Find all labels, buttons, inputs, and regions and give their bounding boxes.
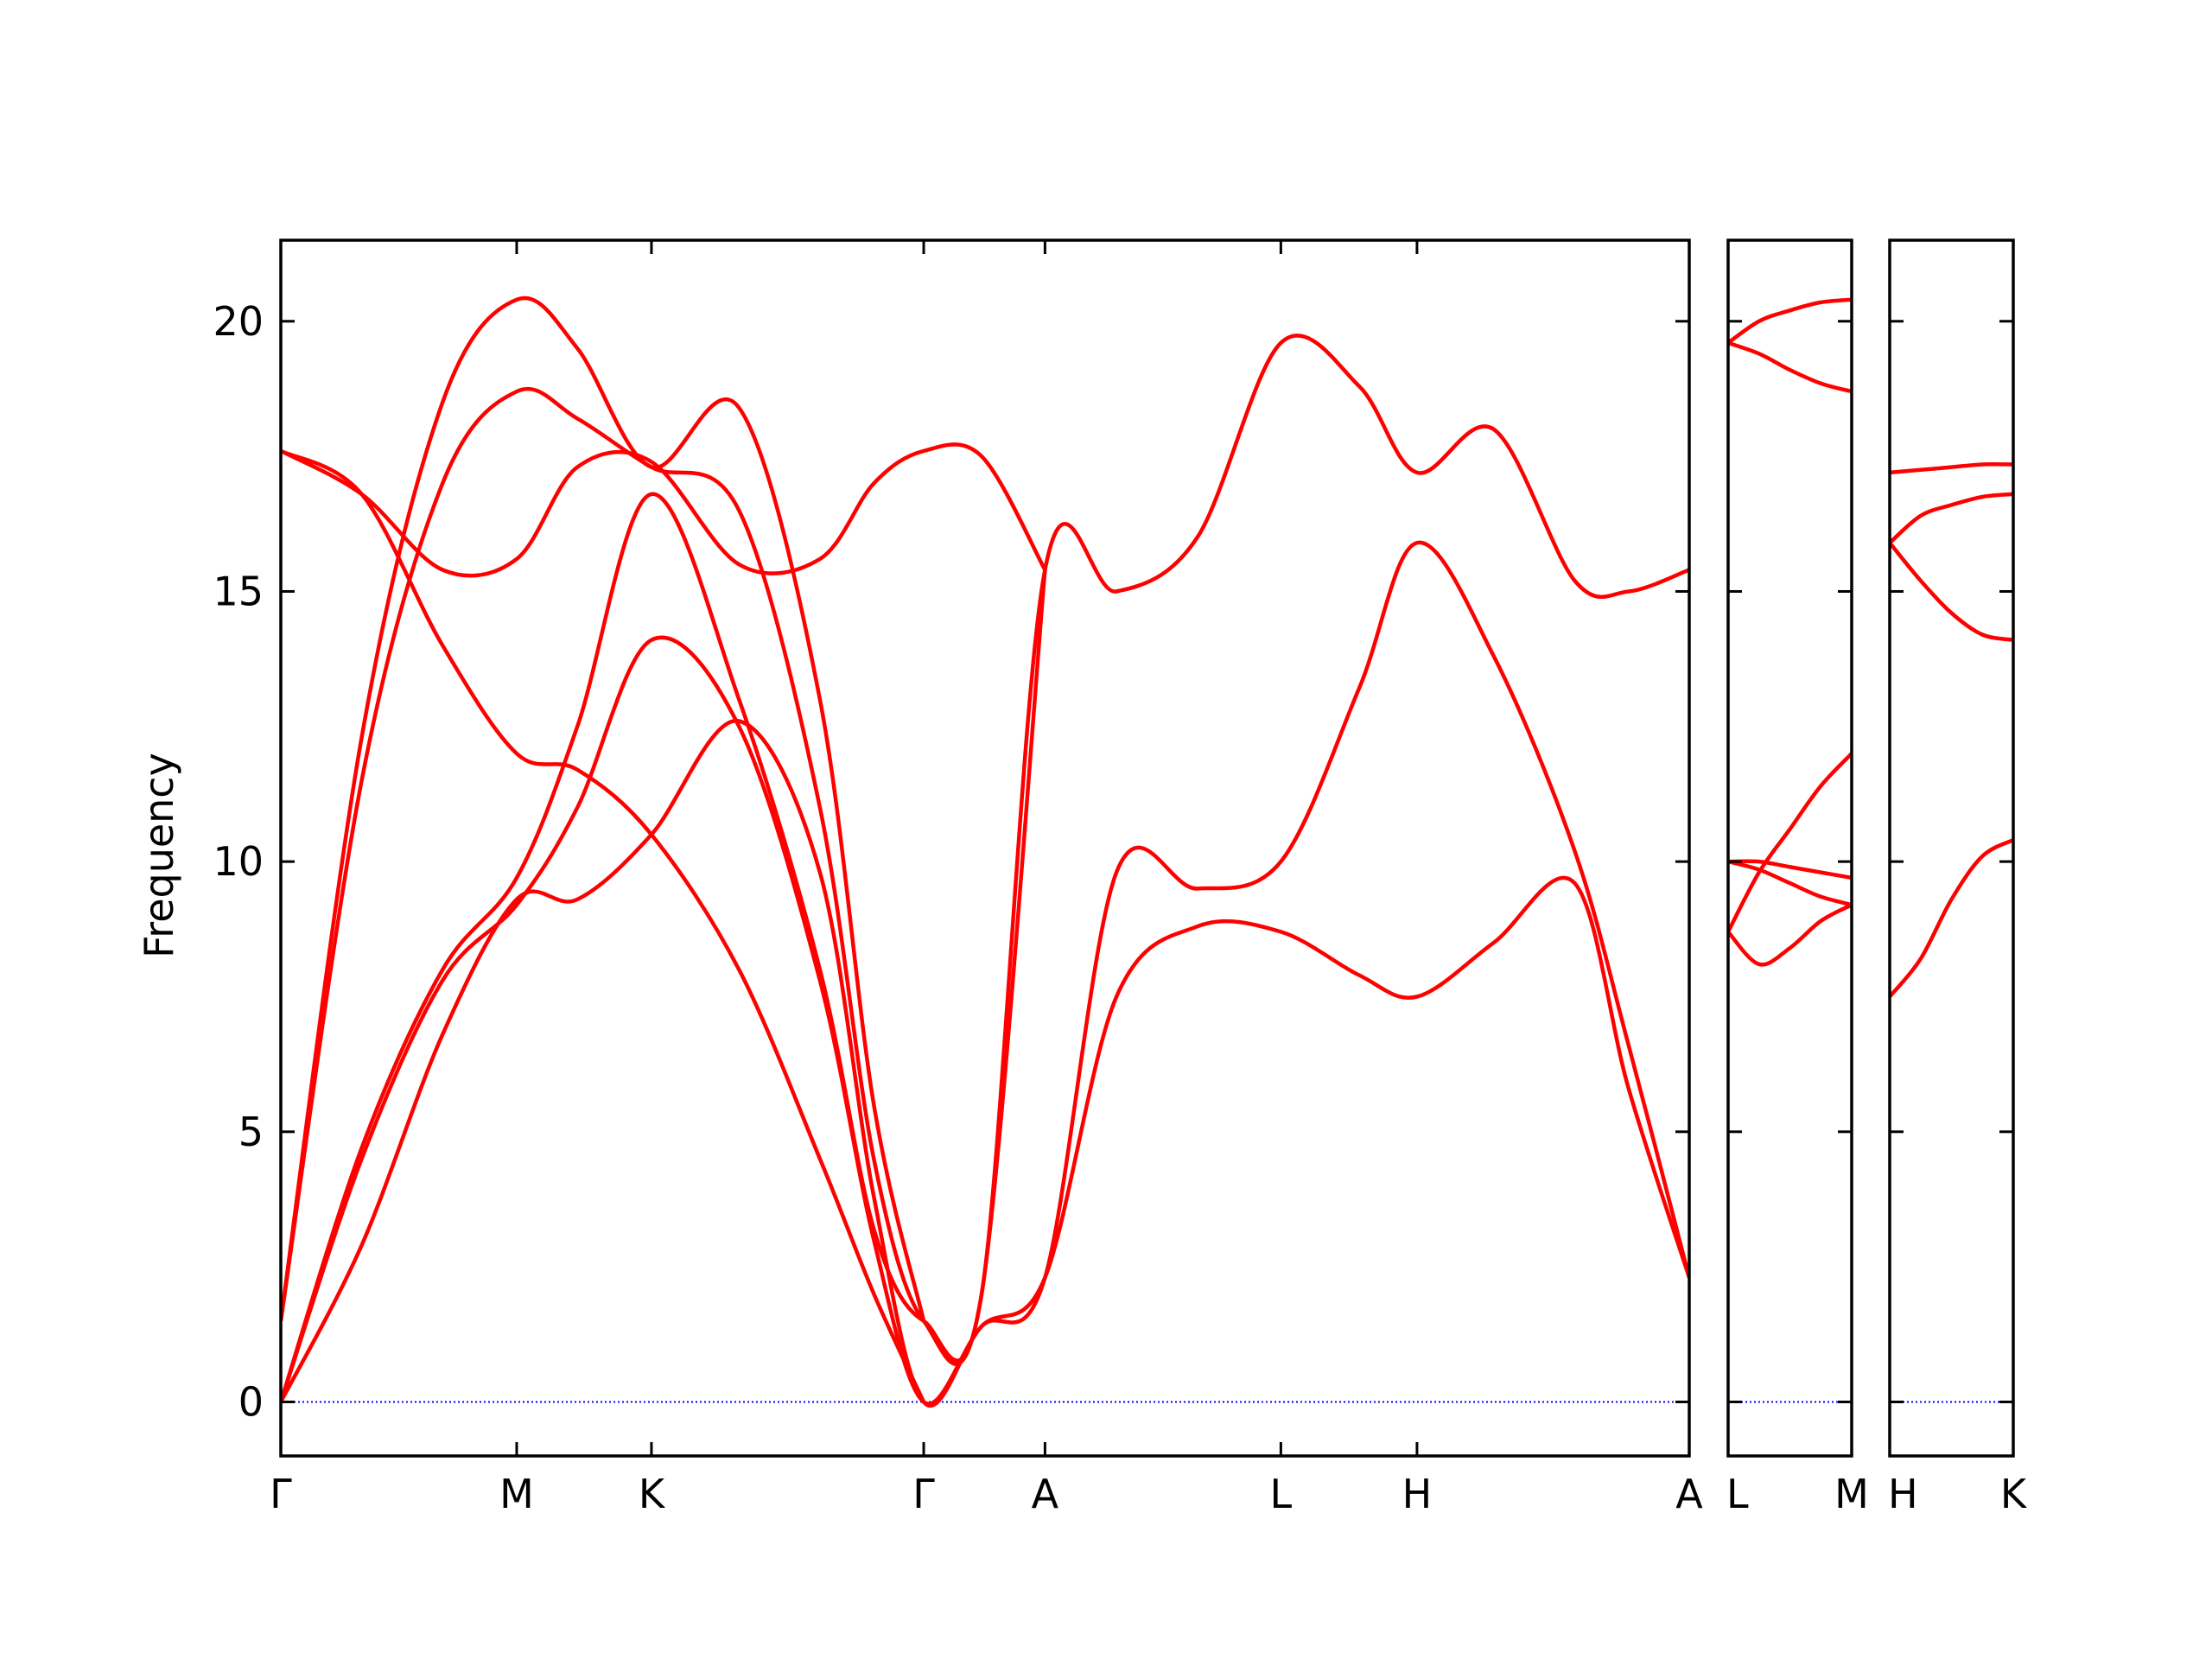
band-line-1 xyxy=(281,719,1689,1408)
band-line-3 xyxy=(281,334,1689,1403)
bands xyxy=(281,296,1689,1408)
bands xyxy=(1890,462,2013,998)
band-line-7 xyxy=(281,442,1047,578)
band-line-5 xyxy=(281,296,926,1322)
x-tick-label: K xyxy=(2000,1471,2028,1517)
y-tick-label: 0 xyxy=(238,1378,264,1425)
band-line-1 xyxy=(1890,462,2013,475)
x-tick-label: M xyxy=(499,1471,534,1517)
panel-1: 0 5 10 15 20 Γ M K Γ A L H A xyxy=(213,238,1703,1517)
band-line-4 xyxy=(1890,838,2013,998)
band-line-1 xyxy=(1728,297,1852,345)
y-tick-label: 20 xyxy=(213,298,264,345)
bands xyxy=(1728,297,1852,967)
plot-frame xyxy=(1888,238,2015,1458)
x-tick-label: H xyxy=(1888,1471,1918,1517)
x-tick-label: Γ xyxy=(912,1471,935,1517)
y-tick-label: 5 xyxy=(238,1109,264,1155)
x-tick-label: A xyxy=(1032,1471,1059,1517)
plot-frame xyxy=(1726,238,1853,1458)
y-tick-label: 15 xyxy=(213,568,264,614)
band-line-6 xyxy=(281,448,926,1403)
band-line-4 xyxy=(281,386,1047,1366)
band-line-2 xyxy=(281,540,1689,1406)
x-tick-label: L xyxy=(1270,1471,1293,1517)
x-tick-label: K xyxy=(639,1471,666,1517)
band-line-3 xyxy=(1728,752,1852,933)
band-line-3 xyxy=(1890,541,2013,642)
x-tick-label: L xyxy=(1726,1471,1749,1517)
x-tick-label: Γ xyxy=(270,1471,292,1517)
y-axis-label: Frequency xyxy=(136,753,182,958)
x-tick-label: M xyxy=(1834,1471,1869,1517)
x-tick-label: H xyxy=(1402,1471,1433,1517)
band-line-6 xyxy=(1728,903,1852,967)
band-line-2 xyxy=(1728,340,1852,394)
band-line-4 xyxy=(1728,859,1852,880)
band-line-5 xyxy=(1728,859,1852,907)
y-tick-label: 10 xyxy=(213,838,264,885)
plot-frame xyxy=(279,238,1691,1458)
x-tick-label: A xyxy=(1675,1471,1703,1517)
band-line-2 xyxy=(1890,492,2013,544)
